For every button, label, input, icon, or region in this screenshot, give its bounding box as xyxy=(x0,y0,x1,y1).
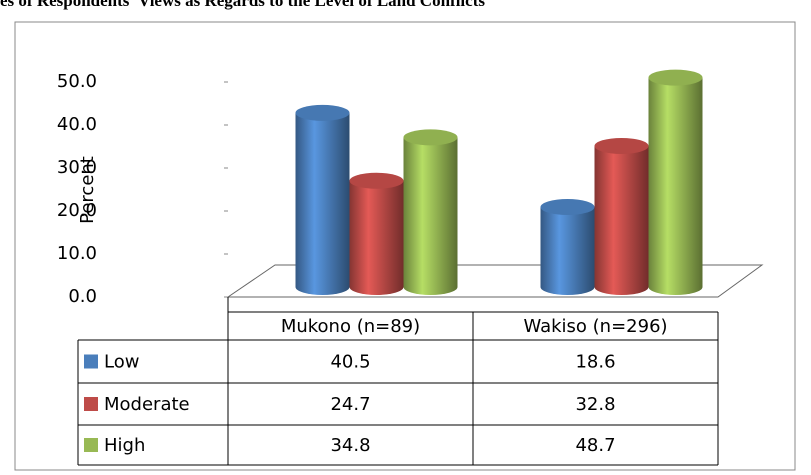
legend-key xyxy=(84,438,98,452)
y-tick-label: 50.0 xyxy=(57,71,97,92)
y-tick-label: 0.0 xyxy=(68,286,97,307)
legend-key xyxy=(84,397,98,411)
bar-top xyxy=(540,199,595,216)
bar-top xyxy=(403,129,458,146)
bar-top xyxy=(648,69,703,86)
x-tick-label: Mukono (n=89) xyxy=(281,316,420,337)
bar xyxy=(403,137,458,295)
legend-key xyxy=(84,354,98,369)
table-value: 40.5 xyxy=(330,352,370,373)
table-value: 18.6 xyxy=(575,352,615,373)
bar-top xyxy=(594,137,649,154)
bar xyxy=(540,207,595,295)
bar xyxy=(594,145,649,295)
legend-label: Low xyxy=(104,352,139,373)
y-axis-label: Percent xyxy=(77,156,98,224)
bar xyxy=(295,112,350,295)
table-value: 32.8 xyxy=(575,394,615,415)
bar xyxy=(349,180,404,295)
table-value: 24.7 xyxy=(330,394,370,415)
legend-label: Moderate xyxy=(104,394,190,415)
chart-title: es of Respondents' Views as Regards to t… xyxy=(0,0,485,10)
y-tick-label: 30.0 xyxy=(57,157,97,178)
legend-label: High xyxy=(104,435,145,456)
y-tick-label: 40.0 xyxy=(57,114,97,135)
y-tick-label: 10.0 xyxy=(57,243,97,264)
bar xyxy=(648,77,703,295)
y-tick-label: 20.0 xyxy=(57,200,97,221)
x-tick-label: Wakiso (n=296) xyxy=(523,316,667,337)
bar-top xyxy=(349,172,404,189)
table-value: 34.8 xyxy=(330,435,370,456)
chart-border xyxy=(14,21,796,471)
bar-top xyxy=(295,104,350,121)
table-value: 48.7 xyxy=(575,435,615,456)
floor xyxy=(226,264,764,298)
